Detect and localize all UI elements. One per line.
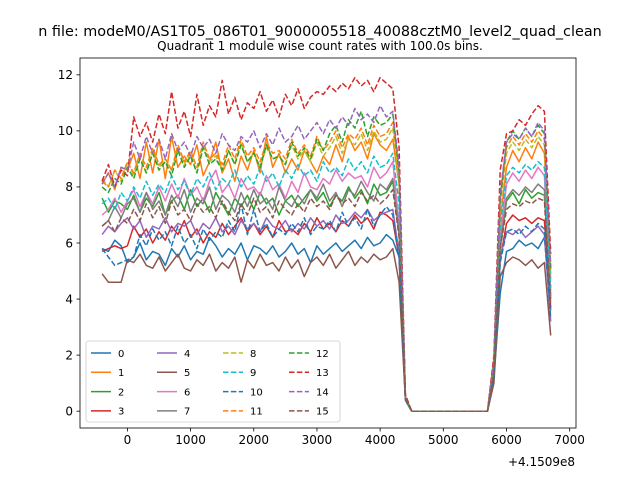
series-line-12 <box>101 110 552 412</box>
legend-label-10: 10 <box>250 387 263 398</box>
x-tick-label: 3000 <box>302 433 333 447</box>
x-tick-label: 4000 <box>365 433 396 447</box>
legend-label-15: 15 <box>316 407 329 418</box>
legend-label-7: 7 <box>184 407 190 418</box>
legend-label-9: 9 <box>250 368 256 379</box>
legend-label-14: 14 <box>316 387 329 398</box>
figure-suptitle: n file: modeM0/AS1T05_086T01_9000005518_… <box>38 24 602 40</box>
y-tick-label: 0 <box>65 404 73 418</box>
legend-box <box>85 340 341 423</box>
x-tick-label: 2000 <box>238 433 269 447</box>
legend-label-0: 0 <box>118 349 124 360</box>
legend-label-1: 1 <box>118 368 124 379</box>
legend-label-2: 2 <box>118 387 124 398</box>
legend-label-11: 11 <box>250 407 263 418</box>
x-tick-label: 1000 <box>175 433 206 447</box>
x-offset-label: +4.1509e8 <box>508 455 575 469</box>
y-tick-label: 6 <box>65 236 73 250</box>
series-group <box>101 76 552 412</box>
x-tick-label: 7000 <box>554 433 585 447</box>
legend-label-13: 13 <box>316 368 329 379</box>
x-tick-label: 0 <box>124 433 132 447</box>
x-tick-label: 5000 <box>428 433 459 447</box>
plot-area <box>101 76 552 412</box>
legend-label-12: 12 <box>316 349 329 360</box>
legend-label-3: 3 <box>118 407 124 418</box>
y-tick-label: 8 <box>65 180 73 194</box>
legend-label-6: 6 <box>184 387 190 398</box>
x-tick-label: 6000 <box>491 433 522 447</box>
legend-label-8: 8 <box>250 349 256 360</box>
y-tick-label: 12 <box>58 68 73 82</box>
legend-label-4: 4 <box>184 349 190 360</box>
chart-title: Quadrant 1 module wise count rates with … <box>157 39 483 53</box>
y-tick-label: 10 <box>58 124 73 138</box>
legend-label-5: 5 <box>184 368 190 379</box>
y-tick-label: 4 <box>65 292 73 306</box>
y-tick-label: 2 <box>65 348 73 362</box>
